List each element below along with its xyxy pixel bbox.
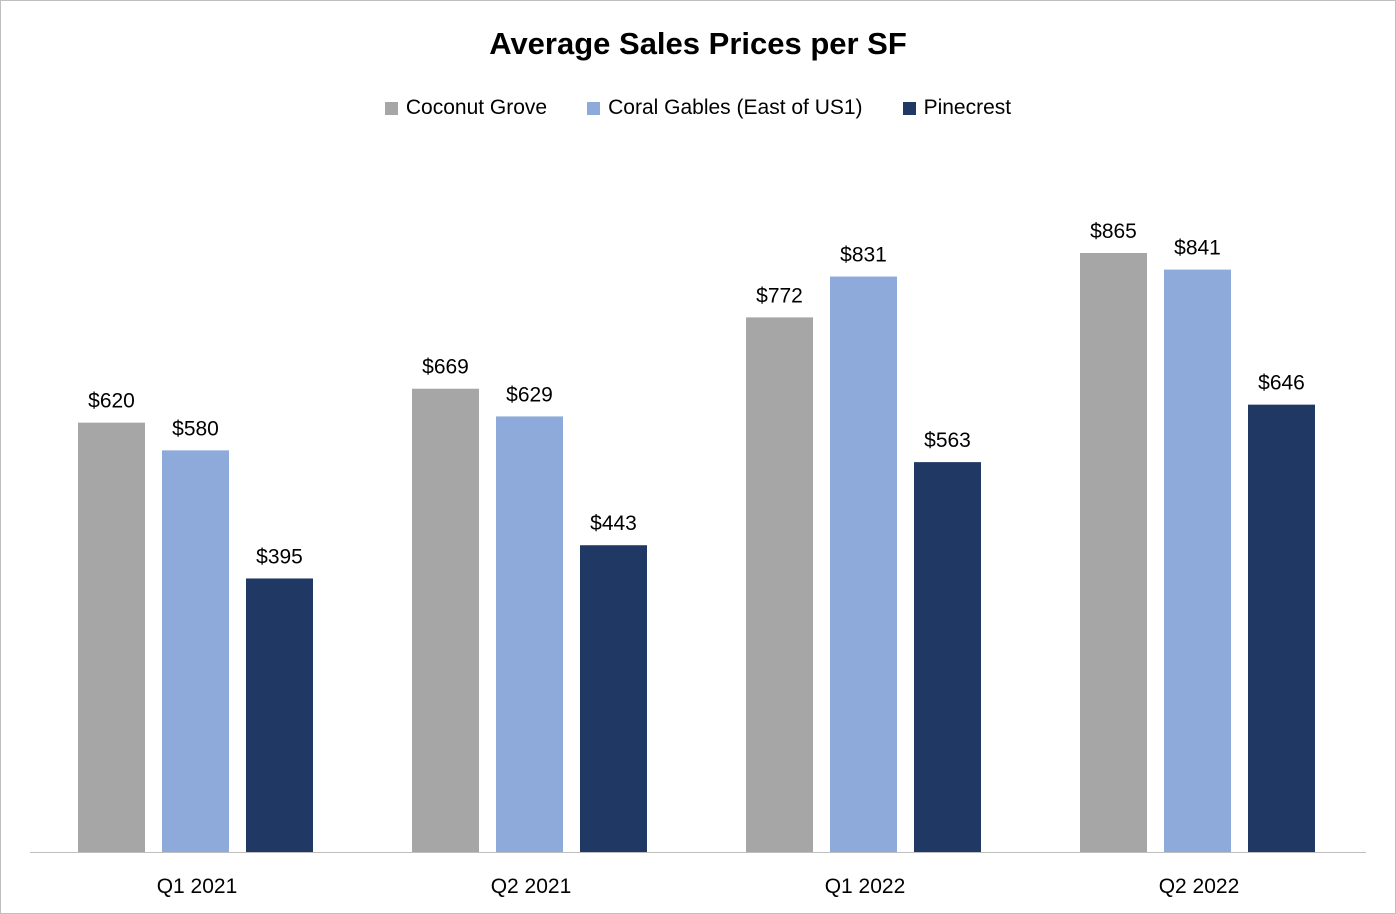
bar-coral-gables-east-of-us1-q1-2021 <box>162 450 229 852</box>
bar-coconut-grove-q1-2022 <box>746 317 813 852</box>
data-label-pinecrest-q2-2022: $646 <box>1258 372 1305 395</box>
legend-item-pinecrest: Pinecrest <box>902 96 1012 120</box>
data-label-coconut-grove-q1-2022: $772 <box>756 284 803 307</box>
x-tick-label-q1-2022: Q1 2022 <box>825 875 906 898</box>
legend-swatch-coconut-grove <box>384 101 398 115</box>
x-tick-label-q2-2022: Q2 2022 <box>1159 875 1240 898</box>
data-label-pinecrest-q2-2021: $443 <box>590 512 637 535</box>
chart-legend: Coconut Grove Coral Gables (East of US1)… <box>0 96 1396 120</box>
legend-item-coconut-grove: Coconut Grove <box>384 96 548 120</box>
x-tick-label-q2-2021: Q2 2021 <box>491 875 572 898</box>
bar-coral-gables-east-of-us1-q2-2021 <box>496 416 563 852</box>
data-label-coconut-grove-q2-2021: $669 <box>422 356 469 379</box>
chart-title: Average Sales Prices per SF <box>489 26 907 61</box>
data-label-pinecrest-q1-2022: $563 <box>924 429 971 452</box>
data-label-coconut-grove-q1-2021: $620 <box>88 390 135 413</box>
bar-coral-gables-east-of-us1-q1-2022 <box>830 276 897 853</box>
bar-pinecrest-q1-2021 <box>246 578 313 852</box>
data-label-coconut-grove-q2-2022: $865 <box>1090 220 1137 243</box>
bar-coral-gables-east-of-us1-q2-2022 <box>1164 269 1231 852</box>
legend-swatch-pinecrest <box>902 101 916 115</box>
data-label-pinecrest-q1-2021: $395 <box>256 545 303 568</box>
bar-pinecrest-q2-2022 <box>1248 404 1315 852</box>
data-label-coral-gables-east-of-us1-q1-2021: $580 <box>172 417 219 440</box>
legend-item-coral-gables: Coral Gables (East of US1) <box>587 96 863 120</box>
data-label-coral-gables-east-of-us1-q2-2021: $629 <box>506 383 553 406</box>
bar-coconut-grove-q2-2021 <box>412 388 479 852</box>
bar-pinecrest-q1-2022 <box>914 462 981 852</box>
legend-swatch-coral-gables <box>587 101 601 115</box>
bar-coconut-grove-q1-2021 <box>78 422 145 852</box>
legend-label-coral-gables: Coral Gables (East of US1) <box>608 96 863 119</box>
x-tick-label-q1-2021: Q1 2021 <box>157 875 238 898</box>
bar-coconut-grove-q2-2022 <box>1080 252 1147 853</box>
data-label-coral-gables-east-of-us1-q1-2022: $831 <box>840 244 887 267</box>
bar-pinecrest-q2-2021 <box>580 545 647 852</box>
legend-label-pinecrest: Pinecrest <box>923 96 1012 119</box>
legend-label-coconut-grove: Coconut Grove <box>405 96 548 119</box>
data-label-coral-gables-east-of-us1-q2-2022: $841 <box>1174 237 1221 260</box>
